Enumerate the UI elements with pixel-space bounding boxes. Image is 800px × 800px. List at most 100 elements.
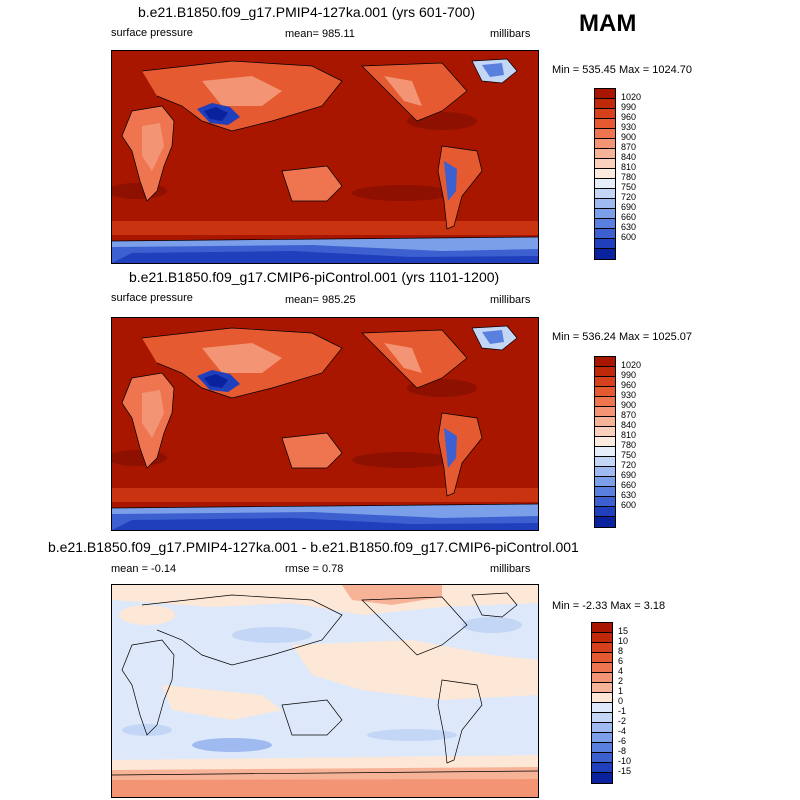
colorbar-swatch bbox=[595, 407, 615, 417]
colorbar-tick-label: 600 bbox=[621, 500, 637, 510]
colorbar-tick-label: 660 bbox=[621, 212, 637, 222]
colorbar-tick-label: 870 bbox=[621, 142, 637, 152]
panel2-colorbar bbox=[594, 356, 616, 528]
colorbar-tick-label: 990 bbox=[621, 370, 637, 380]
season-label: MAM bbox=[579, 10, 637, 37]
colorbar-swatch bbox=[595, 507, 615, 517]
colorbar-tick-label: 870 bbox=[621, 410, 637, 420]
panel2-variable: surface pressure bbox=[111, 292, 193, 304]
panel2-units: millibars bbox=[490, 294, 531, 306]
colorbar-swatch bbox=[592, 643, 612, 653]
colorbar-tick-label: -6 bbox=[618, 736, 627, 746]
panel3-colorbar bbox=[591, 622, 613, 784]
colorbar-swatch bbox=[595, 179, 615, 189]
colorbar-swatch bbox=[595, 219, 615, 229]
colorbar-tick-label: 750 bbox=[621, 182, 637, 192]
panel2-map bbox=[111, 317, 539, 531]
colorbar-swatch bbox=[595, 517, 615, 527]
colorbar-tick-label: 8 bbox=[618, 646, 624, 656]
colorbar-tick-label: 1020 bbox=[621, 360, 642, 370]
colorbar-swatch bbox=[592, 623, 612, 633]
colorbar-swatch bbox=[592, 673, 612, 683]
colorbar-tick-label: -1 bbox=[618, 706, 627, 716]
colorbar-tick-label: 780 bbox=[621, 172, 637, 182]
panel1-map bbox=[111, 50, 539, 264]
colorbar-tick-label: 900 bbox=[621, 132, 637, 142]
colorbar-tick-label: 600 bbox=[621, 232, 637, 242]
colorbar-tick-label: 10 bbox=[618, 636, 629, 646]
colorbar-swatch bbox=[595, 199, 615, 209]
colorbar-swatch bbox=[595, 367, 615, 377]
colorbar-tick-label: 720 bbox=[621, 460, 637, 470]
colorbar-tick-label: 0 bbox=[618, 696, 624, 706]
colorbar-swatch bbox=[592, 653, 612, 663]
colorbar-swatch bbox=[592, 773, 612, 783]
colorbar-swatch bbox=[595, 437, 615, 447]
colorbar-swatch bbox=[595, 159, 615, 169]
panel1-variable: surface pressure bbox=[111, 27, 193, 39]
colorbar-tick-label: -15 bbox=[618, 766, 632, 776]
panel3-map bbox=[111, 584, 539, 798]
colorbar-swatch bbox=[595, 377, 615, 387]
panel2-mean: mean= 985.25 bbox=[285, 294, 356, 306]
colorbar-tick-label: 930 bbox=[621, 122, 637, 132]
colorbar-tick-label: -4 bbox=[618, 726, 627, 736]
colorbar-tick-label: 1 bbox=[618, 686, 624, 696]
colorbar-swatch bbox=[595, 119, 615, 129]
colorbar-swatch bbox=[595, 229, 615, 239]
colorbar-swatch bbox=[595, 109, 615, 119]
colorbar-tick-label: 690 bbox=[621, 202, 637, 212]
colorbar-swatch bbox=[595, 89, 615, 99]
colorbar-tick-label: 810 bbox=[621, 162, 637, 172]
colorbar-swatch bbox=[595, 457, 615, 467]
colorbar-swatch bbox=[595, 209, 615, 219]
colorbar-swatch bbox=[592, 693, 612, 703]
colorbar-swatch bbox=[595, 397, 615, 407]
colorbar-tick-label: 1020 bbox=[621, 92, 642, 102]
colorbar-swatch bbox=[595, 149, 615, 159]
colorbar-swatch bbox=[595, 447, 615, 457]
colorbar-tick-label: 990 bbox=[621, 102, 637, 112]
colorbar-swatch bbox=[592, 723, 612, 733]
colorbar-swatch bbox=[595, 129, 615, 139]
panel2-title: b.e21.B1850.f09_g17.CMIP6-piControl.001 … bbox=[129, 269, 500, 285]
colorbar-tick-label: -2 bbox=[618, 716, 627, 726]
colorbar-tick-label: 6 bbox=[618, 656, 624, 666]
panel1-colorbar bbox=[594, 88, 616, 260]
colorbar-tick-label: 780 bbox=[621, 440, 637, 450]
colorbar-tick-label: 900 bbox=[621, 400, 637, 410]
colorbar-tick-label: 2 bbox=[618, 676, 624, 686]
colorbar-swatch bbox=[595, 467, 615, 477]
panel3-rmse: rmse = 0.78 bbox=[285, 563, 344, 575]
colorbar-tick-label: 750 bbox=[621, 450, 637, 460]
colorbar-tick-label: 690 bbox=[621, 470, 637, 480]
colorbar-swatch bbox=[592, 703, 612, 713]
colorbar-swatch bbox=[595, 239, 615, 249]
colorbar-tick-label: 660 bbox=[621, 480, 637, 490]
colorbar-tick-label: 15 bbox=[618, 626, 629, 636]
colorbar-swatch bbox=[592, 713, 612, 723]
colorbar-tick-label: 930 bbox=[621, 390, 637, 400]
panel3-units: millibars bbox=[490, 563, 531, 575]
colorbar-swatch bbox=[595, 357, 615, 367]
colorbar-swatch bbox=[595, 387, 615, 397]
colorbar-swatch bbox=[595, 249, 615, 259]
colorbar-tick-label: 840 bbox=[621, 152, 637, 162]
panel1-units: millibars bbox=[490, 28, 531, 40]
panel3-mean: mean = -0.14 bbox=[111, 563, 177, 575]
colorbar-swatch bbox=[595, 169, 615, 179]
colorbar-swatch bbox=[592, 743, 612, 753]
panel1-mean: mean= 985.11 bbox=[285, 28, 355, 40]
colorbar-swatch bbox=[595, 99, 615, 109]
colorbar-swatch bbox=[595, 477, 615, 487]
colorbar-swatch bbox=[595, 497, 615, 507]
colorbar-swatch bbox=[592, 753, 612, 763]
colorbar-tick-label: 630 bbox=[621, 222, 637, 232]
colorbar-tick-label: 630 bbox=[621, 490, 637, 500]
colorbar-swatch bbox=[592, 763, 612, 773]
panel1-title: b.e21.B1850.f09_g17.PMIP4-127ka.001 (yrs… bbox=[138, 4, 476, 20]
colorbar-tick-label: -8 bbox=[618, 746, 627, 756]
panel3-minmax: Min = -2.33 Max = 3.18 bbox=[552, 600, 666, 612]
panel1-minmax: Min = 535.45 Max = 1024.70 bbox=[552, 64, 693, 76]
colorbar-swatch bbox=[592, 733, 612, 743]
